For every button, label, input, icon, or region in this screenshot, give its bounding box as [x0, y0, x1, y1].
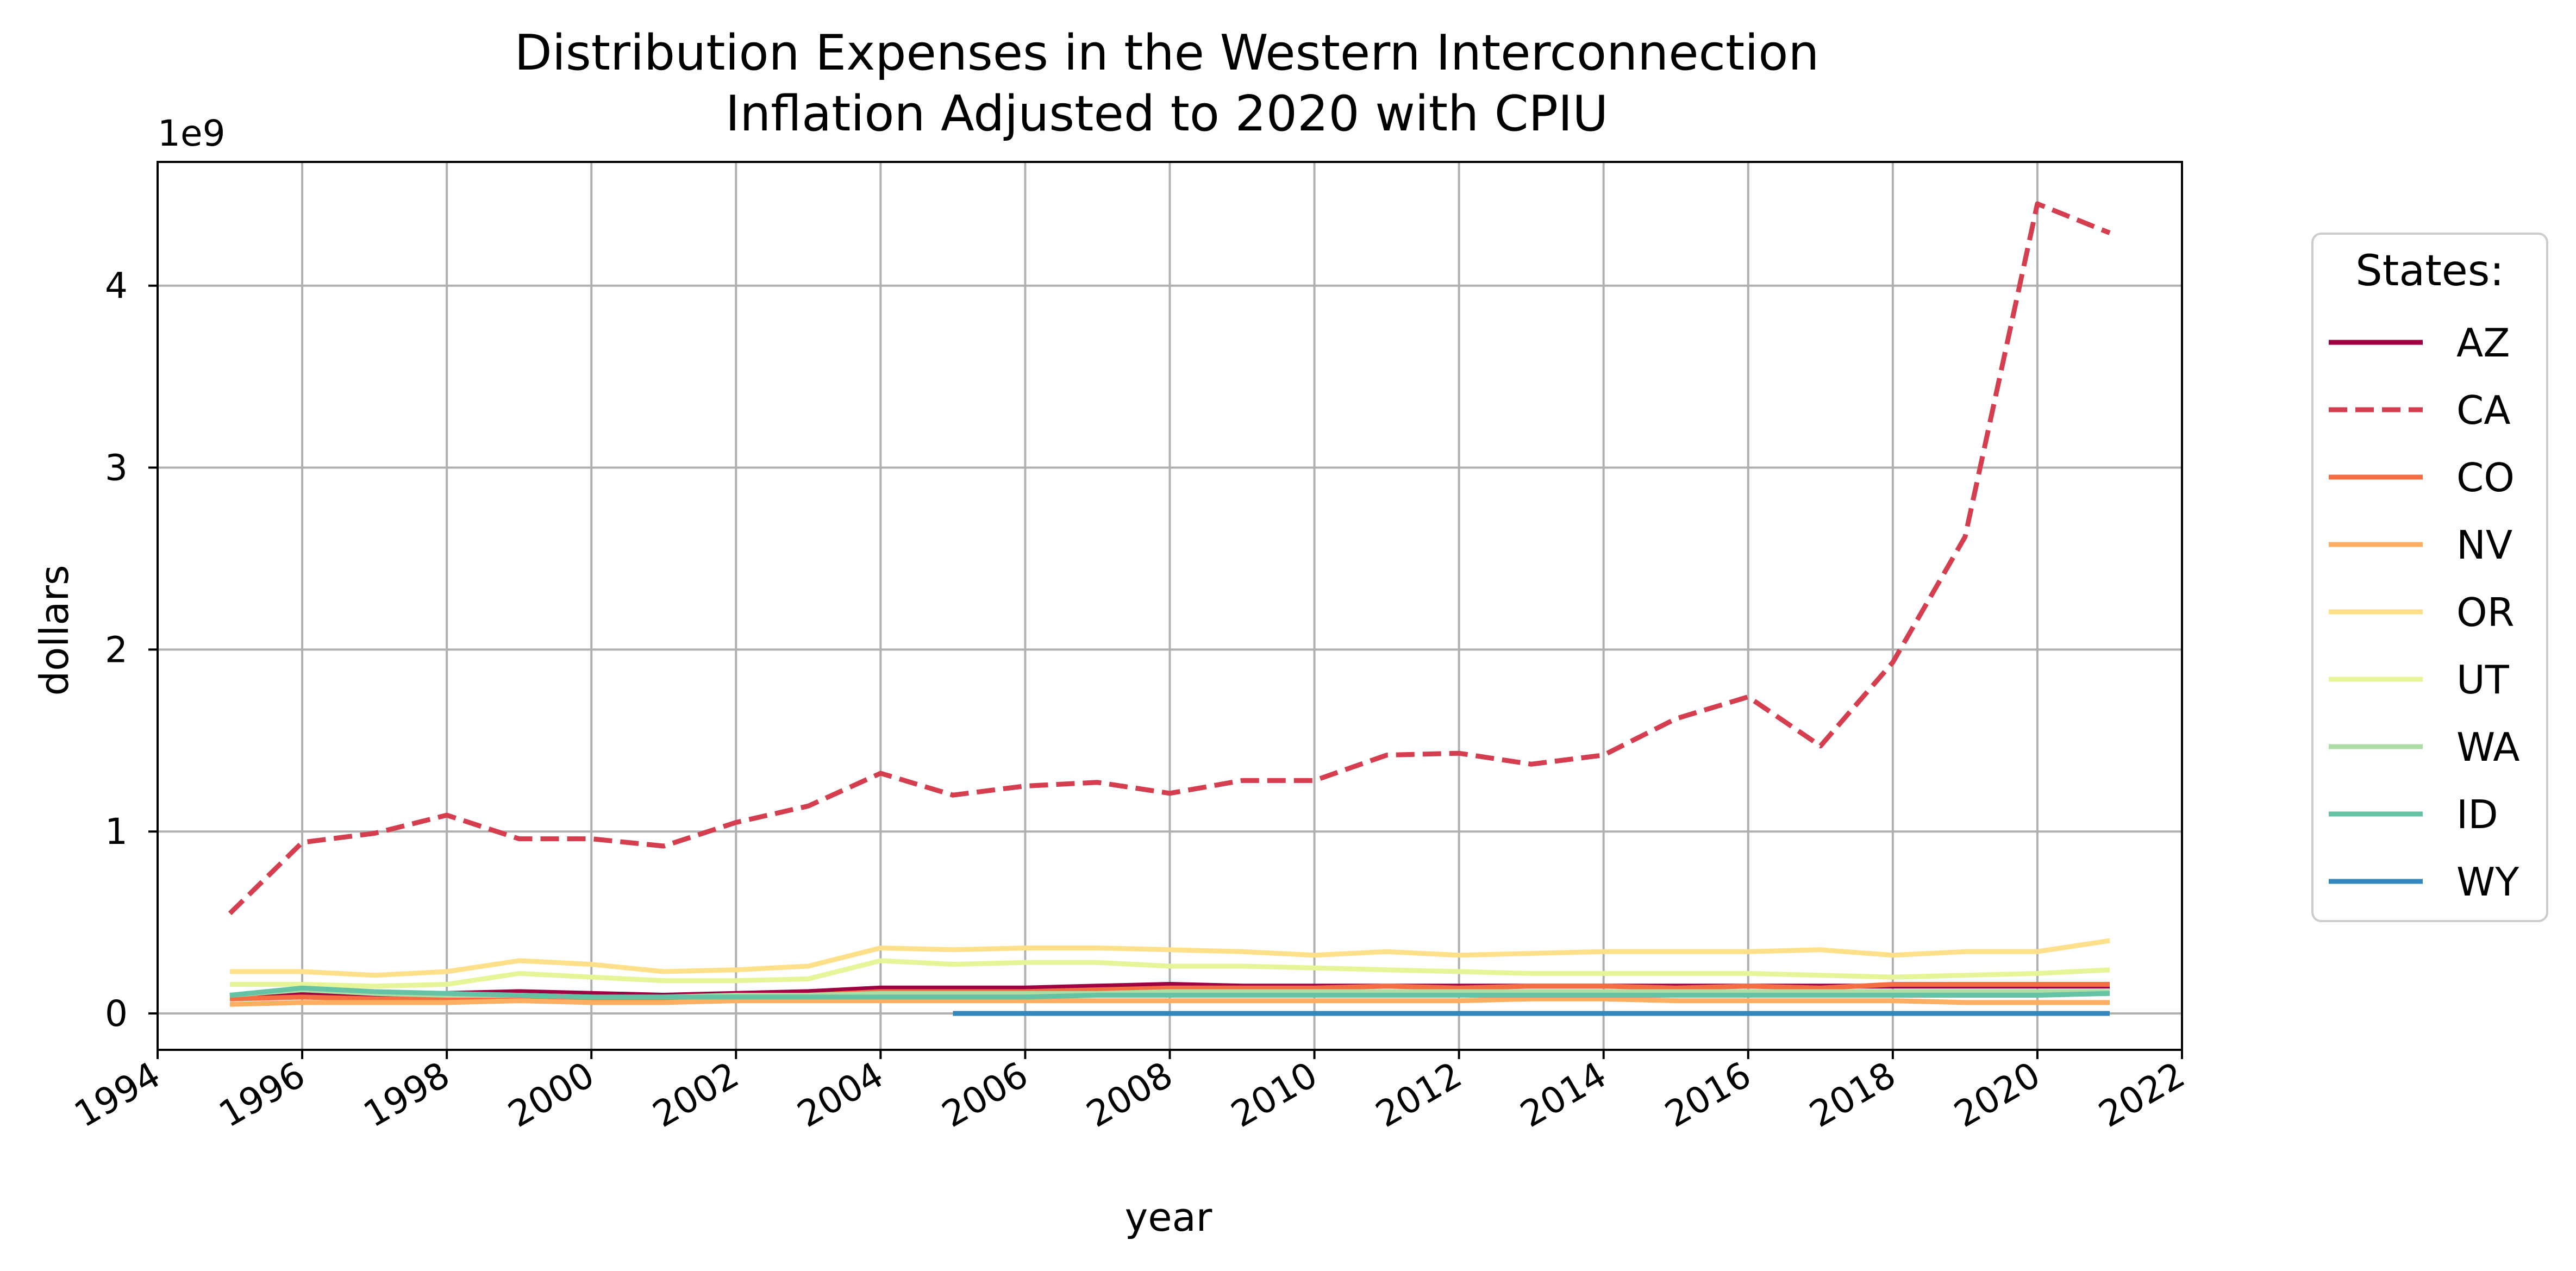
- legend-label-wa: WA: [2456, 724, 2520, 770]
- series-line-or: [230, 938, 2110, 978]
- chart-title: Distribution Expenses in the Western Int…: [515, 24, 1820, 82]
- y-tick-label: 1: [105, 811, 128, 853]
- legend-title: States:: [2355, 247, 2504, 296]
- series-lines: [228, 201, 2111, 1016]
- legend-label-ut: UT: [2456, 657, 2510, 703]
- legend-box: [2311, 233, 2548, 922]
- legend-label-az: AZ: [2456, 320, 2510, 366]
- y-tick-label: 4: [105, 265, 128, 307]
- series-line-ca: [228, 201, 2111, 916]
- chart-subtitle: Inflation Adjusted to 2020 with CPIU: [726, 85, 1609, 142]
- y-tick-label: 0: [105, 993, 128, 1035]
- series-line-ut: [230, 958, 2110, 989]
- y-offset-label: 1e9: [158, 112, 226, 154]
- y-axis-label: dollars: [32, 565, 77, 696]
- legend-label-id: ID: [2456, 792, 2498, 837]
- legend-label-wy: WY: [2456, 859, 2519, 905]
- legend-label-co: CO: [2456, 455, 2515, 500]
- y-tick-label: 2: [105, 629, 128, 671]
- legend-label-ca: CA: [2456, 387, 2511, 433]
- series-line-id: [229, 985, 2110, 1000]
- series-line-nv: [229, 996, 2110, 1007]
- x-axis-label: year: [1125, 1194, 1212, 1240]
- legend-label-nv: NV: [2456, 522, 2512, 568]
- legend-label-or: OR: [2456, 590, 2515, 635]
- legend-items: AZ CA CO NV OR UT WA ID WY: [2329, 320, 2520, 905]
- y-tick-label: 3: [105, 447, 128, 489]
- legend: States: AZ CA CO NV OR UT WA ID WY: [2311, 233, 2548, 922]
